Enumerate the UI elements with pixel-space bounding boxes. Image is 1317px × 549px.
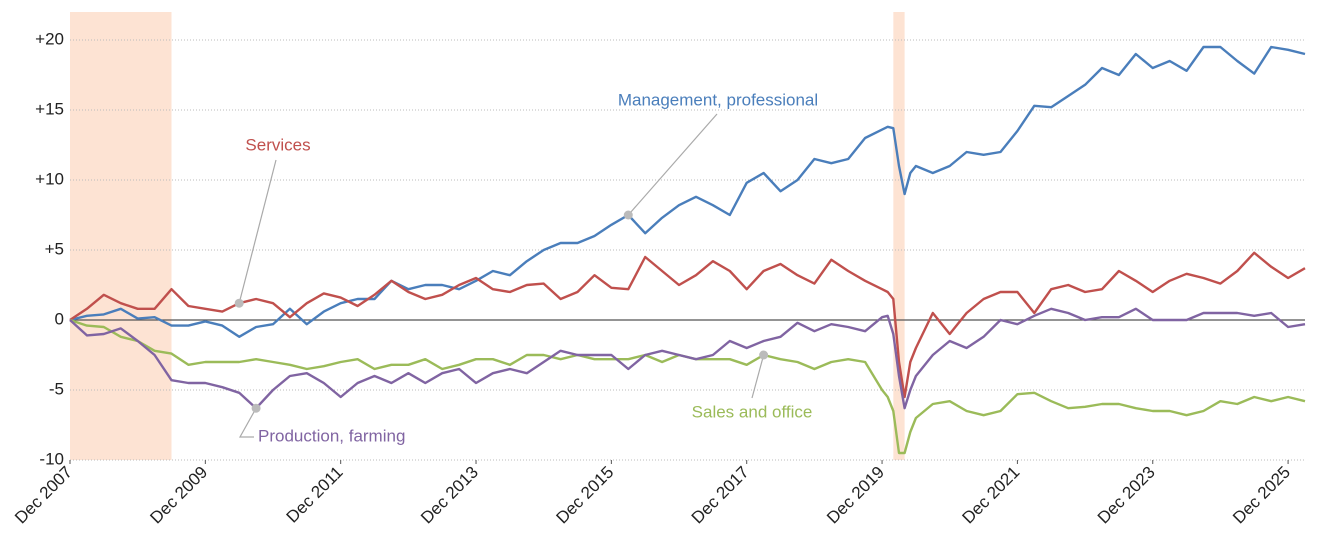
x-tick-label: Dec 2015 bbox=[552, 463, 617, 528]
y-tick-label: -5 bbox=[49, 379, 64, 398]
series-line bbox=[69, 251, 1306, 399]
x-tick-label: Dec 2013 bbox=[417, 463, 482, 528]
y-tick-label: +5 bbox=[45, 239, 64, 258]
y-tick-label: +10 bbox=[35, 169, 64, 188]
x-tick-label: Dec 2023 bbox=[1094, 463, 1159, 528]
x-tick-label: Dec 2009 bbox=[146, 463, 211, 528]
x-tick-label: Dec 2019 bbox=[823, 463, 888, 528]
series-label: Sales and office bbox=[692, 402, 813, 421]
x-tick-label: Dec 2021 bbox=[958, 463, 1023, 528]
series-label: Management, professional bbox=[618, 90, 818, 109]
leader-line bbox=[238, 407, 257, 438]
x-tick-label: Dec 2025 bbox=[1229, 463, 1294, 528]
recession-shade bbox=[70, 12, 172, 460]
series-line bbox=[69, 318, 1306, 455]
series-label: Services bbox=[245, 135, 310, 154]
label-dot bbox=[251, 403, 261, 413]
y-tick-label: +15 bbox=[35, 99, 64, 118]
recession-shade bbox=[893, 12, 905, 460]
y-tick-label: 0 bbox=[55, 309, 64, 328]
leader-line bbox=[238, 159, 277, 304]
leader-line bbox=[751, 354, 765, 399]
series-line bbox=[69, 307, 1306, 410]
series-line bbox=[69, 45, 1306, 338]
label-dot bbox=[623, 210, 633, 220]
x-tick-label: Dec 2017 bbox=[688, 463, 753, 528]
y-tick-label: +20 bbox=[35, 29, 64, 48]
label-dot bbox=[759, 350, 769, 360]
leader-line bbox=[627, 113, 718, 216]
x-tick-label: Dec 2007 bbox=[11, 463, 76, 528]
x-tick-label: Dec 2011 bbox=[283, 463, 347, 527]
label-dot bbox=[234, 298, 244, 308]
series-label: Production, farming bbox=[258, 426, 405, 445]
y-tick-label: -10 bbox=[39, 449, 64, 468]
